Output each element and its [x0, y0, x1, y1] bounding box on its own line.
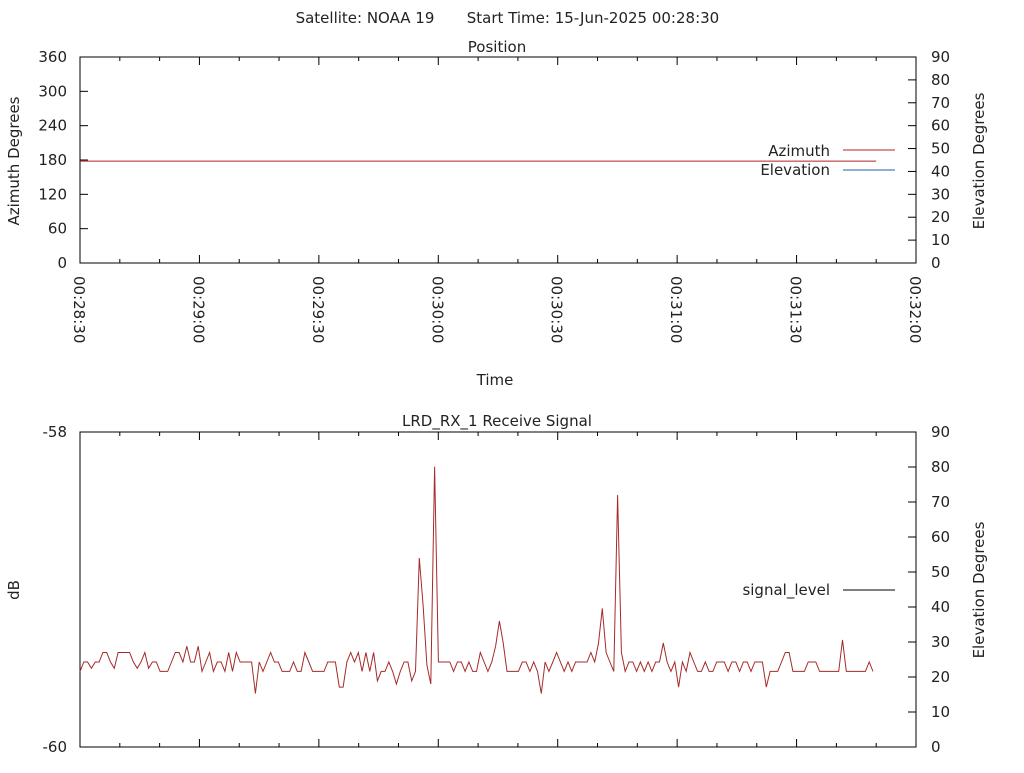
elevation-tick-label: 30	[931, 185, 950, 203]
elevation-tick-label: 10	[931, 703, 950, 721]
start-time: Start Time: 15-Jun-2025 00:28:30	[467, 9, 719, 27]
elevation-tick-label: 70	[931, 94, 950, 112]
elevation-tick-label: 30	[931, 633, 950, 651]
time-tick-label: 00:29:00	[189, 276, 207, 343]
elevation-tick-label: 90	[931, 48, 950, 66]
elevation-tick-label: 40	[931, 598, 950, 616]
azimuth-tick-label: 180	[38, 151, 67, 169]
position-chart: 0 60 120 180 240 300 360 0 10 20 30 40 50 60 70 80 90 00:…	[38, 48, 950, 343]
legend-elevation-label: Elevation	[760, 161, 830, 179]
elevation-tick-label: 20	[931, 208, 950, 226]
time-tick-label: 00:30:00	[428, 276, 446, 343]
elevation-tick-label: 60	[931, 117, 950, 135]
db-tick-label: -60	[43, 738, 68, 756]
signal-chart: -60 -58 0 10 20 30 40 50 60 70 80 90 signal_level	[43, 423, 951, 756]
azimuth-tick-label: 0	[57, 254, 67, 272]
signal-y-axis-label: dB	[5, 580, 23, 600]
azimuth-tick-label: 300	[38, 82, 67, 100]
elevation-tick-label: 40	[931, 162, 950, 180]
elevation-tick-label: 0	[931, 738, 941, 756]
signal-level-line	[79, 466, 874, 694]
db-tick-label: -58	[43, 423, 68, 441]
time-tick-label: 00:29:30	[309, 276, 327, 343]
time-tick-label: 00:32:00	[906, 276, 924, 343]
elevation-tick-label: 0	[931, 254, 941, 272]
azimuth-tick-label: 360	[38, 48, 67, 66]
elevation-tick-label: 60	[931, 528, 950, 546]
elevation-tick-label: 20	[931, 668, 950, 686]
azimuth-tick-label: 60	[48, 220, 67, 238]
elevation-tick-label: 70	[931, 493, 950, 511]
signal-plot-frame	[79, 431, 917, 748]
time-tick-label: 00:31:30	[787, 276, 805, 343]
position-plot-frame	[79, 56, 917, 264]
position-y2-axis-label: Elevation Degrees	[970, 92, 988, 229]
azimuth-tick-label: 120	[38, 185, 67, 203]
elevation-tick-label: 10	[931, 231, 950, 249]
elevation-tick-label: 50	[931, 140, 950, 158]
azimuth-tick-label: 240	[38, 117, 67, 135]
position-y-axis-label: Azimuth Degrees	[5, 96, 23, 225]
satellite-name: Satellite: NOAA 19	[296, 9, 435, 27]
elevation-tick-label: 80	[931, 458, 950, 476]
signal-chart-title: LRD_RX_1 Receive Signal	[402, 412, 592, 431]
time-tick-label: 00:31:00	[667, 276, 685, 343]
elevation-tick-label: 90	[931, 423, 950, 441]
time-tick-label: 00:28:30	[70, 276, 88, 343]
elevation-tick-label: 50	[931, 563, 950, 581]
position-chart-title: Position	[468, 38, 526, 56]
legend-signal-label: signal_level	[742, 581, 830, 600]
time-tick-label: 00:30:30	[548, 276, 566, 343]
signal-y2-axis-label: Elevation Degrees	[970, 521, 988, 658]
elevation-tick-label: 80	[931, 71, 950, 89]
position-x-axis-label: Time	[476, 371, 514, 389]
legend-azimuth-label: Azimuth	[768, 142, 830, 160]
